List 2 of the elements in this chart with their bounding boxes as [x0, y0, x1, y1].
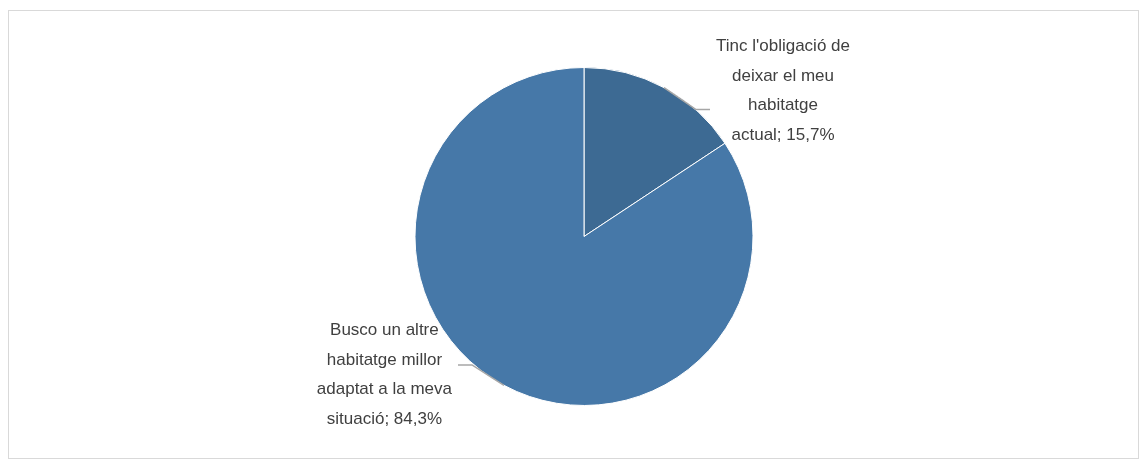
slice-label: Tinc l'obligació de deixar el meu habitatge actual; 15,7%	[716, 36, 850, 144]
slice-label: Busco un altre habitatge millor adaptat a la meva situació; 84,3%	[316, 320, 453, 428]
